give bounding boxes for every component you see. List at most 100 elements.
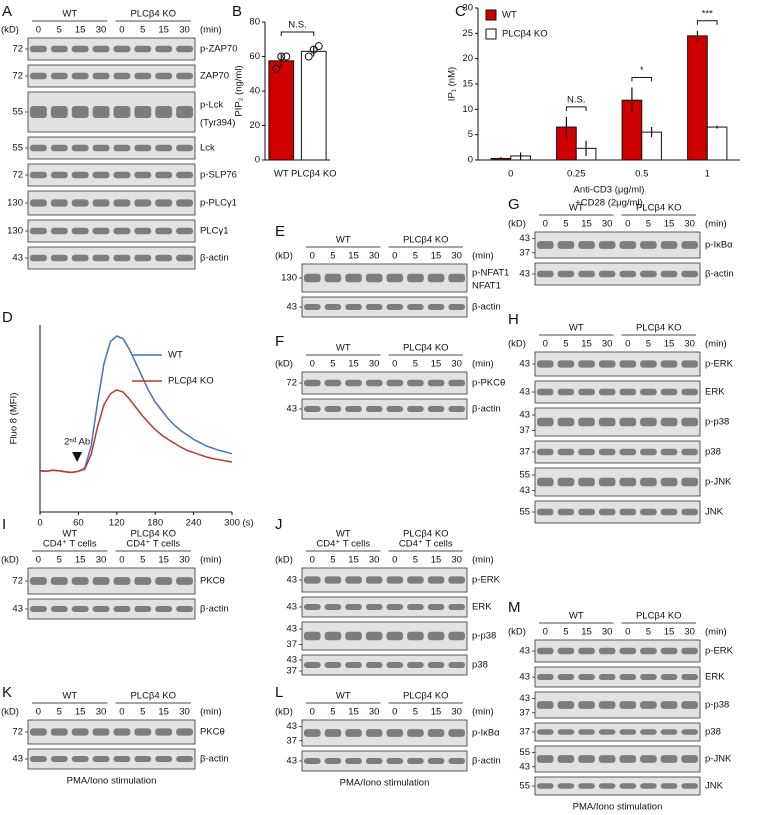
blot-band [407, 304, 424, 310]
blot-band [71, 756, 89, 762]
band-label: β-actin [200, 604, 229, 615]
blot-band [155, 171, 173, 179]
y-tick-label: 40 [249, 86, 260, 97]
blot-band [134, 254, 152, 262]
blot-band [448, 604, 465, 610]
blot-band [71, 72, 89, 80]
blot-band [50, 227, 68, 235]
blot-band [537, 417, 554, 427]
kd-marker: 72 [12, 44, 23, 55]
arrow [72, 452, 83, 462]
band-label: ERK [705, 672, 725, 683]
blot-band [50, 577, 68, 585]
blot-band [176, 144, 193, 152]
time-label: 0 [392, 359, 397, 370]
group-label: CD4⁺ T cells [316, 539, 370, 550]
blot-band [537, 448, 554, 456]
blot-band [578, 417, 595, 427]
blot-band [386, 604, 404, 610]
blot-band [134, 227, 152, 235]
time-label: 30 [369, 251, 380, 262]
blot-band [113, 728, 131, 736]
band-label: p-p38 [472, 631, 496, 642]
blot-band [50, 45, 68, 53]
blot-band [92, 254, 110, 262]
group-label: WT [336, 529, 351, 540]
group-label: PLCβ4 KO [403, 235, 449, 246]
min-label: (min) [200, 707, 222, 718]
blot-band [427, 273, 445, 283]
kd-marker: 72 [12, 71, 23, 82]
blot-band [537, 388, 554, 396]
min-label: (min) [200, 555, 222, 566]
kd-marker: 72 [12, 576, 23, 587]
blot-band [537, 729, 554, 735]
blot-band [619, 647, 637, 655]
panel-letter: I [2, 516, 6, 533]
y-axis-label: IP₁ (nM) [447, 67, 458, 101]
blot-band [113, 72, 131, 80]
blot-band [578, 360, 595, 368]
time-label: 30 [369, 555, 380, 566]
blot-band [598, 477, 616, 487]
x-tick-label: 0 [37, 518, 42, 529]
blot-band [407, 273, 424, 283]
blot-band [50, 106, 68, 118]
group-label: PLCβ4 KO [130, 691, 176, 702]
time-label: 0 [36, 555, 41, 566]
time-label: 5 [57, 707, 62, 718]
blot-band [681, 241, 698, 249]
blot-band [50, 606, 68, 612]
kd-marker: 130 [7, 226, 23, 237]
time-label: 30 [602, 627, 613, 638]
blot-band [304, 729, 321, 737]
blot-band [134, 144, 152, 152]
blot-band [30, 728, 47, 736]
blot-band [30, 254, 47, 262]
line-series [39, 389, 233, 474]
blot-band [324, 729, 342, 737]
min-label: (min) [472, 707, 494, 718]
blot-band [365, 631, 383, 641]
blot-band [448, 406, 465, 412]
band-label: p-p38 [705, 417, 729, 428]
blot-band [50, 756, 68, 762]
band-label: PLCγ1 [200, 226, 229, 237]
x-tick-label: 240 [186, 518, 202, 529]
blot-band [71, 577, 89, 585]
legend-swatch [485, 28, 497, 40]
blot-band [134, 72, 152, 80]
group-label: WT [336, 343, 351, 354]
time-label: 0 [625, 627, 630, 638]
time-label: 30 [179, 555, 190, 566]
legend-label: PLCβ4 KO [168, 376, 214, 387]
time-label: 30 [684, 339, 695, 350]
band-label: p-p38 [705, 700, 729, 711]
group-label: CD4⁺ T cells [399, 539, 453, 550]
blot-band [557, 729, 575, 735]
blot-band [578, 674, 595, 680]
y-tick-label: 0 [468, 155, 473, 166]
blot-band [598, 360, 616, 368]
bracket [280, 31, 315, 36]
kd-marker: 37 [286, 666, 297, 677]
kd-marker: 55 [12, 143, 23, 154]
blot-band [92, 199, 110, 207]
time-label: 5 [413, 359, 418, 370]
kd-marker: 43 [12, 754, 23, 765]
kd-marker: 43 [519, 485, 530, 496]
time-label: 5 [330, 251, 335, 262]
blot-band [427, 631, 445, 641]
group-label: WT [569, 323, 584, 334]
blot-band [345, 729, 362, 737]
band-label: p-PLCγ1 [200, 198, 237, 209]
min-label: (min) [472, 555, 494, 566]
time-label: 15 [431, 555, 442, 566]
time-label: 30 [602, 339, 613, 350]
blot-band [386, 406, 404, 412]
y-tick-label: 10 [462, 104, 473, 115]
blot-band [407, 379, 424, 387]
blot-band [660, 241, 678, 249]
blot-band [660, 701, 678, 709]
time-label: 5 [140, 555, 145, 566]
